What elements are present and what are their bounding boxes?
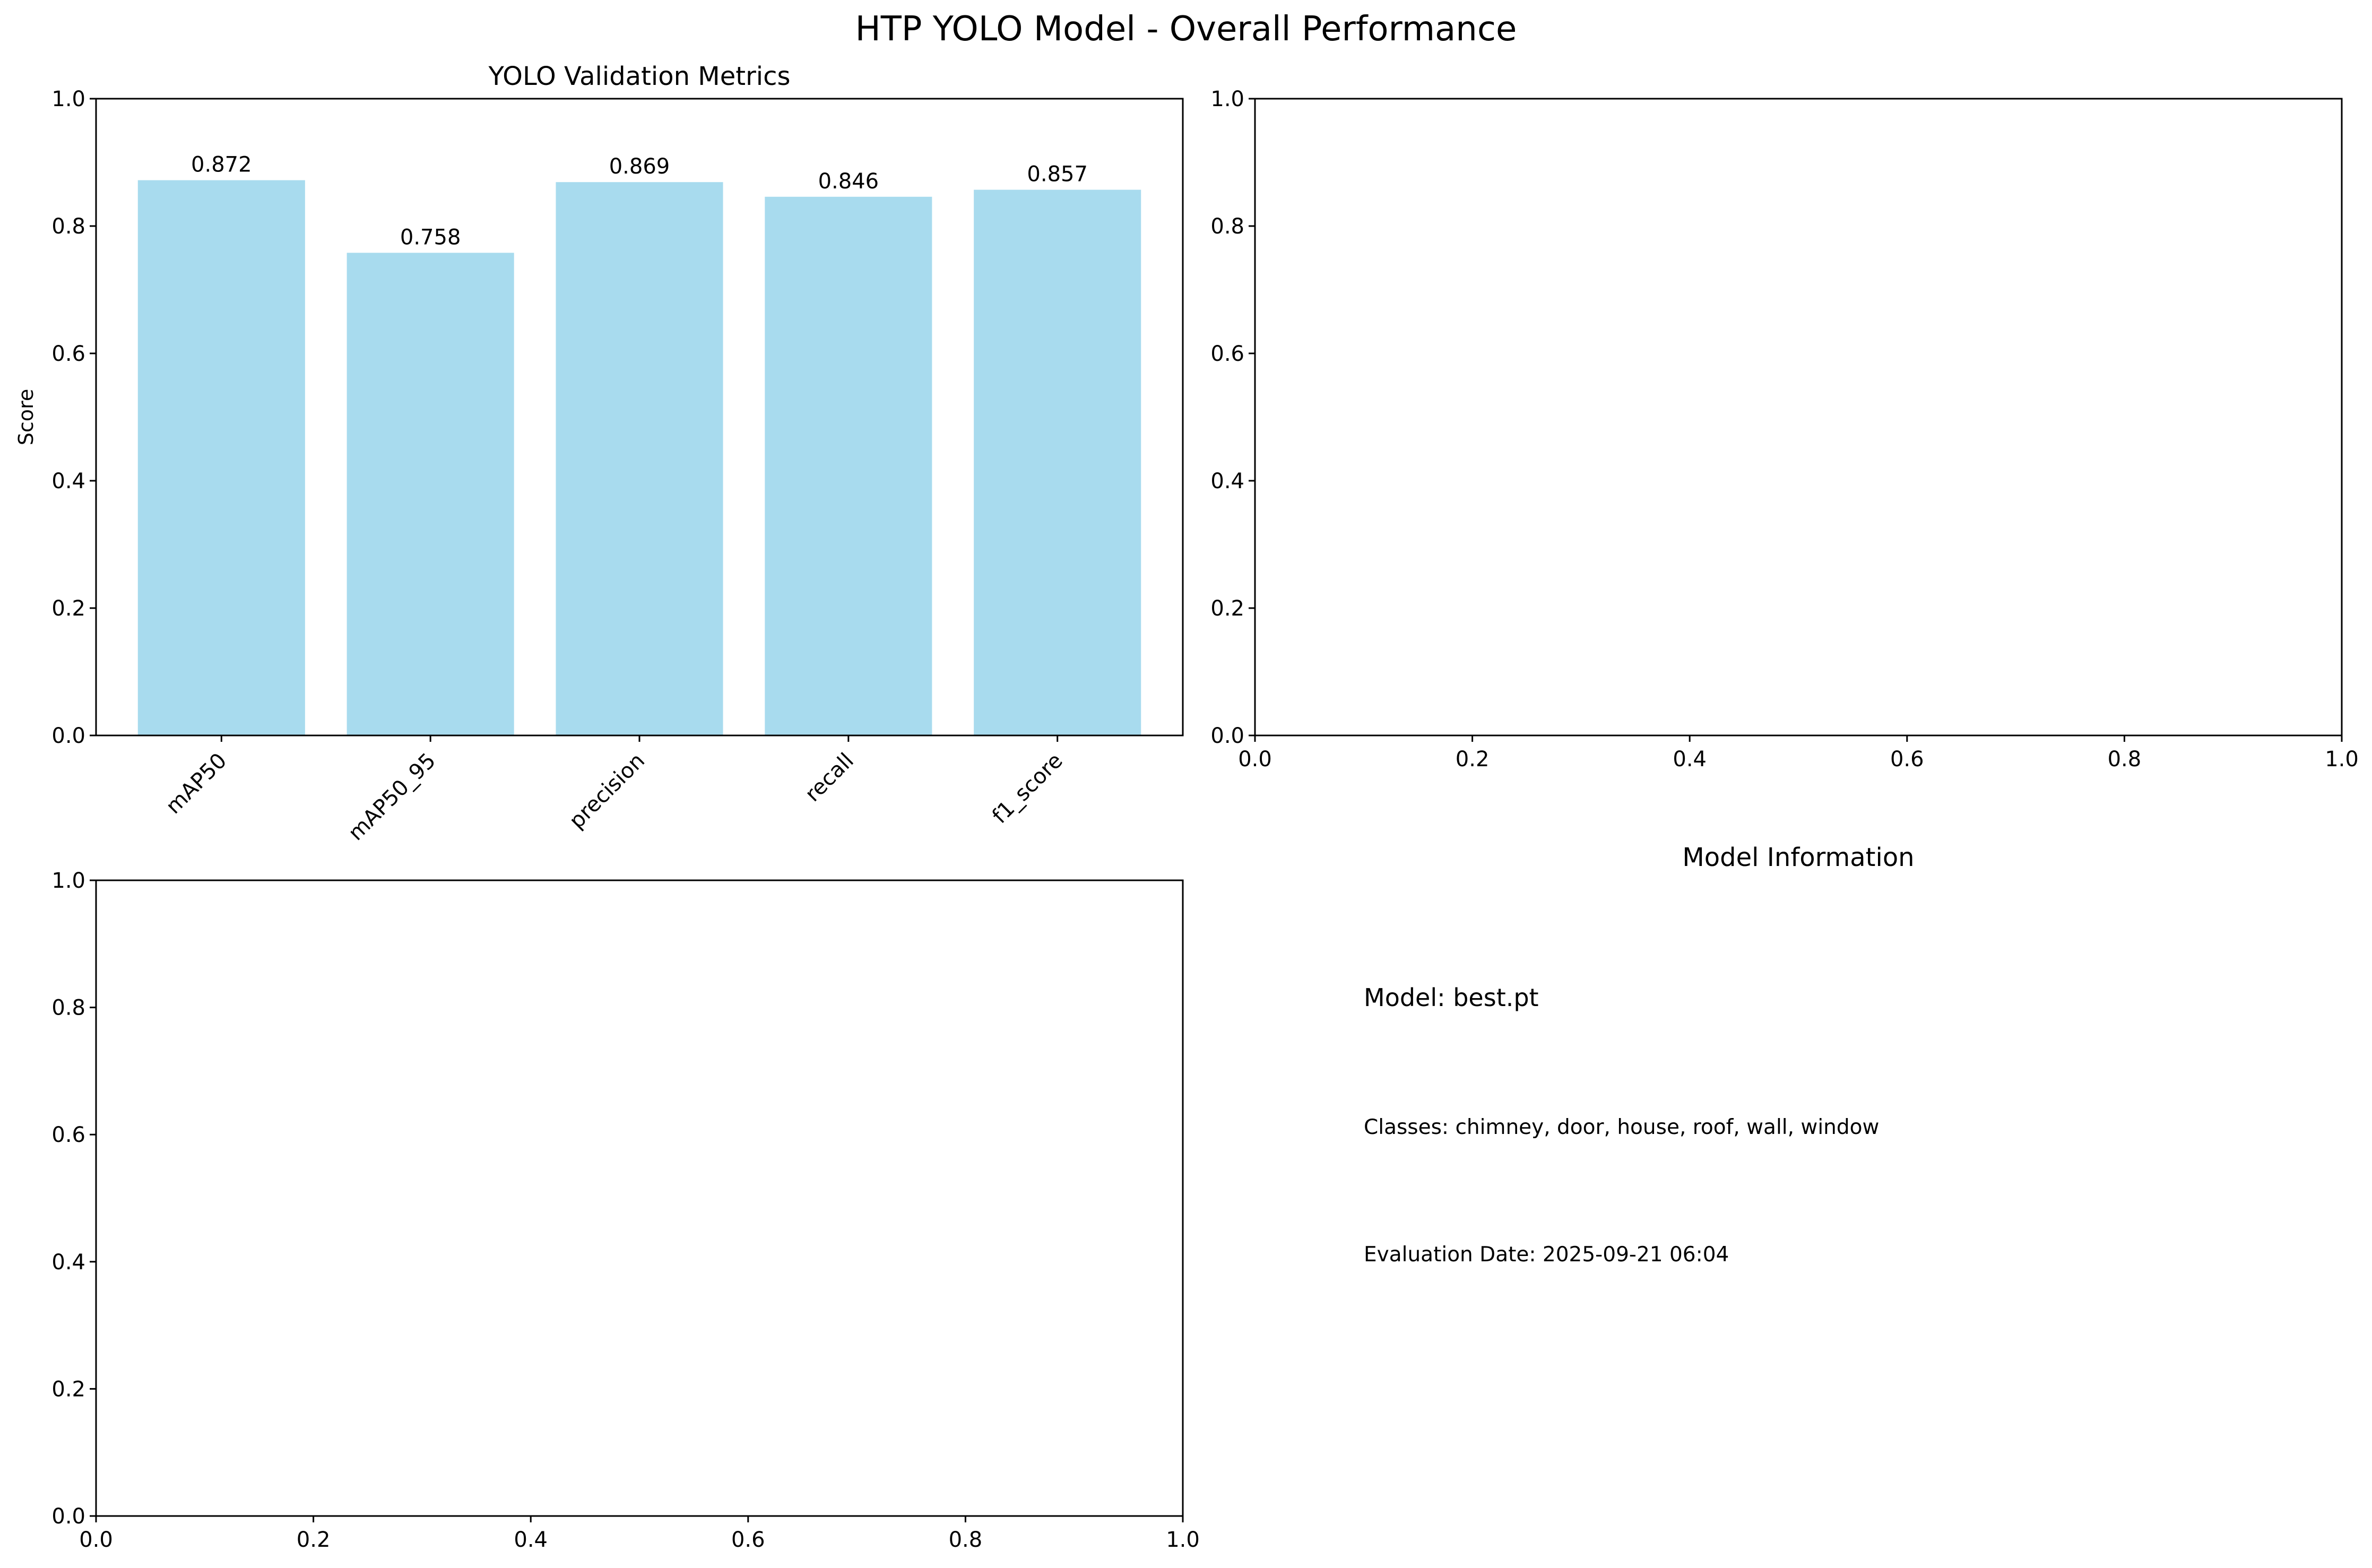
- validation-metrics-chart: YOLO Validation Metrics Score 0.872 0.758…: [14, 62, 1184, 845]
- plot-frame: [95, 879, 1184, 1517]
- bar-value-label: 0.758: [400, 225, 461, 249]
- y-tick-label: 0.4: [51, 1250, 85, 1275]
- y-tick-label: 0.2: [51, 1377, 85, 1401]
- y-tick-label: 0.8: [1210, 214, 1244, 239]
- x-tick-label: 0.6: [1890, 747, 1924, 772]
- bar-mAP50_95: [347, 253, 514, 735]
- plot-frame: [95, 98, 1184, 737]
- x-tick-label: 1.0: [2325, 747, 2359, 772]
- bar-f1_score: [974, 189, 1141, 736]
- plot-frame: [1254, 98, 2343, 737]
- model-information-panel: Model Information Model: best.pt Classes…: [1364, 843, 1915, 1267]
- y-tick-label: 0.8: [51, 214, 85, 239]
- figure-title: HTP YOLO Model - Overall Performance: [855, 10, 1517, 49]
- y-tick-label: 0.6: [51, 342, 85, 366]
- info-model: Model: best.pt: [1364, 983, 1539, 1012]
- bar-recall: [765, 196, 932, 735]
- y-axis-label: Score: [14, 389, 38, 445]
- bar-value-label: 0.872: [191, 153, 252, 177]
- y-tick-label: 0.6: [51, 1123, 85, 1147]
- x-tick-label: 0.4: [514, 1528, 548, 1552]
- y-tick-label: 0.8: [51, 996, 85, 1020]
- y-tick-label: 1.0: [1210, 87, 1244, 111]
- y-tick-label: 0.4: [51, 469, 85, 493]
- bar-precision: [556, 182, 723, 736]
- x-tick-label: 0.8: [949, 1528, 983, 1552]
- x-tick-label: 0.8: [2108, 747, 2142, 772]
- x-tick-label: 0.2: [1456, 747, 1490, 772]
- y-tick-label: 0.0: [51, 1504, 85, 1529]
- y-tick-label: 1.0: [51, 869, 85, 893]
- x-tick-label: 1.0: [1166, 1528, 1200, 1552]
- x-tick-label: 0.0: [79, 1528, 113, 1552]
- y-tick-label: 0.0: [1210, 724, 1244, 748]
- axes: 0.0 0.2 0.4 0.6 0.8 1.0 0.0 0.2 0.4 0.6 0.8 1.0: [1210, 87, 2358, 772]
- info-date: Evaluation Date: 2025-09-21 06:04: [1364, 1243, 1729, 1267]
- info-title: Model Information: [1682, 843, 1914, 872]
- info-classes: Classes: chimney, door, house, roof, wal…: [1364, 1115, 1879, 1139]
- bar-value-label: 0.869: [609, 154, 670, 179]
- y-tick-label: 0.6: [1210, 342, 1244, 366]
- bar-value-label: 0.857: [1027, 162, 1088, 187]
- bars: 0.872 0.758 0.869 0.846 0.857: [137, 153, 1141, 736]
- x-tick-label: 0.2: [297, 1528, 331, 1552]
- y-tick-label: 0.0: [51, 724, 85, 748]
- y-tick-label: 1.0: [51, 87, 85, 111]
- chart-title: YOLO Validation Metrics: [488, 62, 790, 91]
- y-tick-label: 0.2: [1210, 596, 1244, 621]
- x-tick-label: 0.4: [1673, 747, 1707, 772]
- x-tick-label: 0.0: [1238, 747, 1272, 772]
- bar-mAP50: [137, 180, 305, 736]
- bar-value-label: 0.846: [818, 169, 879, 194]
- empty-chart-bottom-left: 0.0 0.2 0.4 0.6 0.8 1.0 0.0 0.2 0.4 0.6 0.8 1.0: [51, 869, 1199, 1552]
- y-tick-label: 0.2: [51, 596, 85, 621]
- x-tick-label: 0.6: [731, 1528, 765, 1552]
- empty-chart-top-right: 0.0 0.2 0.4 0.6 0.8 1.0 0.0 0.2 0.4 0.6 0.8 1.0: [1210, 87, 2358, 772]
- axes: 0.0 0.2 0.4 0.6 0.8 1.0 0.0 0.2 0.4 0.6 0.8 1.0: [51, 869, 1199, 1552]
- y-tick-label: 0.4: [1210, 469, 1244, 493]
